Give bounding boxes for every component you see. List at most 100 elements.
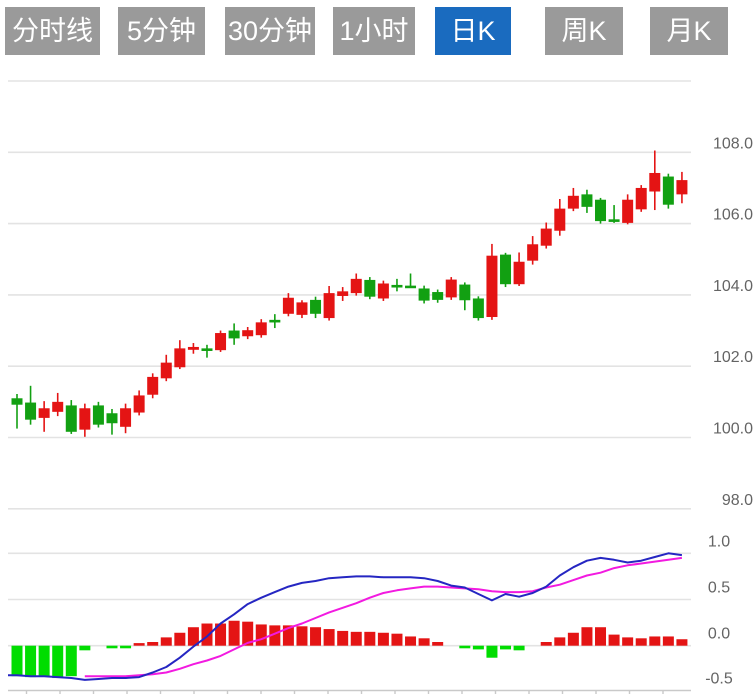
macd-histogram-bar: [676, 639, 688, 646]
candle-body: [472, 298, 484, 319]
candle-body: [540, 228, 552, 246]
macd-histogram-bar: [350, 631, 362, 646]
macd-histogram-bar: [174, 632, 186, 646]
macd-histogram-bar: [133, 643, 145, 646]
macd-histogram-bar: [187, 627, 199, 646]
candle-body: [459, 284, 471, 301]
macd-histogram-bar: [377, 632, 389, 646]
candle-body: [92, 405, 104, 425]
candle-body: [310, 299, 322, 314]
candle-body: [567, 195, 579, 209]
macd-histogram-bar: [595, 627, 607, 646]
candle-body: [418, 288, 430, 301]
macd-histogram-bar: [65, 645, 77, 677]
dif-line: [8, 552, 683, 681]
macd-histogram-bar: [120, 645, 132, 649]
macd-histogram-bar: [201, 623, 213, 646]
macd-histogram-bar: [337, 630, 349, 646]
macd-histogram-bar: [540, 642, 552, 646]
macd-histogram-bar: [459, 645, 471, 649]
macd-histogram-bar: [296, 626, 308, 646]
candle-body: [38, 408, 50, 418]
macd-histogram-bar: [649, 636, 661, 646]
tab-monthly-k[interactable]: 月K: [650, 7, 728, 55]
macd-axis-label: 1.0: [708, 533, 730, 550]
candle-body: [635, 187, 647, 210]
macd-histogram-bar: [662, 636, 674, 646]
macd-histogram-bar: [418, 638, 430, 646]
candle-body: [296, 302, 308, 315]
tab-30min[interactable]: 30分钟: [225, 7, 315, 55]
candle-body: [364, 279, 376, 297]
candle-body: [65, 405, 77, 432]
candle-body: [500, 254, 512, 285]
macd-histogram-bar: [608, 634, 620, 646]
candle-body: [215, 333, 227, 351]
candle-body: [11, 398, 23, 405]
macd-histogram-bar: [310, 627, 322, 646]
candle-body: [445, 279, 457, 298]
macd-histogram-bar: [554, 637, 566, 646]
candle-body: [377, 283, 389, 299]
candle-body: [527, 244, 539, 261]
candle-body: [662, 176, 674, 205]
macd-histogram-bar: [323, 629, 335, 646]
macd-histogram-bar: [513, 645, 525, 651]
candle-body: [282, 297, 294, 314]
macd-histogram-bar: [269, 625, 281, 646]
candle-body: [242, 330, 254, 337]
macd-histogram-bar: [405, 636, 417, 646]
candle-body: [649, 172, 661, 192]
candle-body: [595, 199, 607, 222]
candle-body: [432, 292, 444, 300]
macd-histogram-bar: [567, 632, 579, 646]
candle-body: [79, 408, 91, 430]
tab-daily-k[interactable]: 日K: [435, 7, 511, 55]
candle-body: [513, 261, 525, 285]
candle-body: [622, 199, 634, 223]
macd-histogram-bar: [11, 645, 23, 677]
candle-body: [160, 362, 172, 379]
candle-body: [486, 255, 498, 318]
candle-body: [581, 194, 593, 207]
macd-histogram-bar: [38, 645, 50, 677]
macd-histogram-bar: [255, 624, 267, 646]
candle-body: [147, 376, 159, 395]
candle-body: [323, 293, 335, 319]
macd-histogram-bar: [472, 645, 484, 650]
tab-weekly-k[interactable]: 周K: [545, 7, 623, 55]
macd-histogram-bar: [581, 627, 593, 646]
macd-histogram-bar: [282, 625, 294, 646]
macd-histogram-bar: [486, 645, 498, 658]
tab-minute-line[interactable]: 分时线: [5, 7, 100, 55]
macd-histogram-bar: [500, 645, 512, 650]
macd-histogram-bar: [635, 638, 647, 646]
macd-histogram-bar: [106, 645, 118, 649]
macd-histogram-bar: [242, 621, 254, 646]
price-axis-label: 98.0: [722, 492, 753, 509]
candle-body: [608, 219, 620, 222]
macd-histogram-bar: [160, 637, 172, 646]
macd-histogram-bar: [52, 645, 64, 679]
macd-axis-label: 0.0: [708, 626, 730, 643]
candle-body: [120, 408, 132, 427]
candle-body: [133, 395, 145, 413]
macd-axis-label: 0.5: [708, 580, 730, 597]
candle-body: [255, 322, 267, 336]
candle-body: [25, 402, 37, 420]
macd-axis-label: -0.5: [705, 671, 733, 688]
tab-5min[interactable]: 5分钟: [118, 7, 205, 55]
price-axis-label: 106.0: [713, 207, 753, 224]
macd-histogram-bar: [228, 620, 240, 646]
macd-histogram-bar: [147, 642, 159, 646]
tab-1hour[interactable]: 1小时: [333, 7, 415, 55]
candle-body: [554, 208, 566, 231]
candle-body: [405, 285, 417, 289]
candle-body: [337, 291, 349, 296]
macd-histogram-bar: [25, 645, 37, 678]
macd-histogram-bar: [432, 642, 444, 646]
macd-histogram-bar: [215, 623, 227, 646]
macd-histogram-bar: [79, 645, 91, 651]
